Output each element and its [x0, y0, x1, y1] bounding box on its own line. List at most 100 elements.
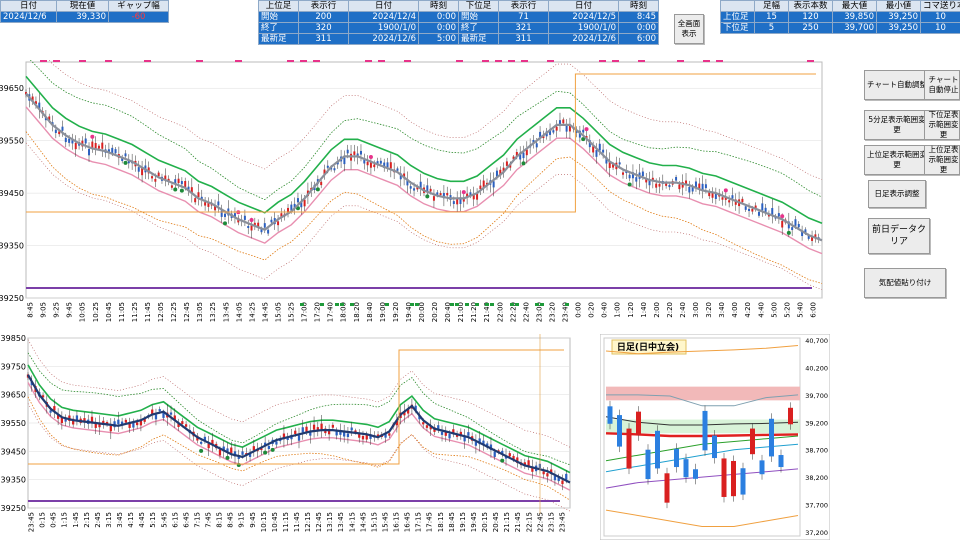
- candle: [369, 434, 372, 439]
- candle: [409, 186, 412, 189]
- x-tick-label: 1:00: [614, 302, 622, 318]
- candle: [290, 204, 293, 211]
- session-marker: [535, 303, 539, 306]
- candle: [365, 434, 368, 440]
- indicator-line: [605, 345, 799, 355]
- lower-start-time[interactable]: 8:45: [618, 11, 659, 23]
- candle: [226, 448, 229, 452]
- x-tick-label: 22:40: [522, 302, 530, 322]
- candle: [429, 188, 432, 192]
- upper-end-row[interactable]: 320: [298, 22, 349, 34]
- candle: [791, 227, 794, 231]
- upper-bar-width[interactable]: 15: [754, 11, 789, 23]
- lower-price-chart[interactable]: 3985039750396503955039450393503925023:45…: [0, 334, 600, 540]
- fullscreen-button[interactable]: 全画面表示: [674, 14, 704, 44]
- time-marker: [807, 60, 814, 62]
- upper-display-count[interactable]: 120: [788, 11, 833, 23]
- x-tick-label: 20:00: [418, 302, 426, 322]
- x-tick-label: 0:20: [588, 302, 596, 318]
- candle: [678, 184, 681, 190]
- upper-start-time[interactable]: 0:00: [418, 11, 459, 23]
- lower-start-row[interactable]: 71: [498, 11, 549, 23]
- upper-range-button[interactable]: 上位足表示範囲変更: [864, 145, 930, 175]
- upper-end-date[interactable]: 1900/1/0: [348, 22, 419, 34]
- x-tick-label: 17:45: [426, 512, 434, 532]
- candle: [512, 455, 515, 461]
- x-tick-label: 4:15: [127, 512, 135, 528]
- lower-end-time[interactable]: 0:00: [618, 22, 659, 34]
- order-book-paste-button[interactable]: 気配値貼り付け: [864, 268, 946, 298]
- candle: [98, 423, 101, 428]
- session-marker: [450, 303, 454, 306]
- candle: [748, 208, 751, 212]
- candle: [243, 215, 246, 220]
- time-marker: [105, 60, 112, 62]
- lower-bar-width[interactable]: 5: [754, 22, 789, 34]
- signal-dot: [199, 448, 204, 453]
- quote-table: 日付 現在値 ギャップ幅 2024/12/6 39,330 -60: [0, 0, 169, 23]
- candle: [395, 420, 398, 426]
- candle: [107, 149, 110, 153]
- y-tick-label: 39250: [0, 294, 24, 303]
- y-tick-label: 39,700: [805, 392, 828, 400]
- candle: [525, 149, 528, 156]
- candle: [532, 139, 535, 144]
- candle: [136, 422, 139, 426]
- candle: [474, 442, 478, 446]
- upper-start-row[interactable]: 200: [298, 11, 349, 23]
- candle: [177, 178, 180, 183]
- upper-step[interactable]: 10: [920, 11, 960, 23]
- resistance-zone: [606, 386, 800, 401]
- lower-end-date[interactable]: 1900/1/0: [548, 22, 619, 34]
- y-tick-label: 38,200: [805, 474, 828, 482]
- upper-row-label: 終了: [258, 22, 299, 34]
- summary-header: 最大値: [832, 0, 877, 12]
- upper-end-time[interactable]: 0:00: [418, 22, 459, 34]
- lower-step[interactable]: 10: [920, 22, 960, 34]
- daily-chart[interactable]: 40,700 40,200 39,700 39,200 38,700 38,200 37,7…: [600, 334, 830, 540]
- candle: [71, 140, 74, 144]
- candle: [527, 460, 530, 467]
- lower-range-button[interactable]: 下位足表示範囲変更: [924, 110, 960, 140]
- x-tick-label: 19:00: [379, 302, 387, 322]
- envelope-upper: [27, 339, 571, 448]
- summary-header: [720, 0, 755, 12]
- upper-range-button-2[interactable]: 上位足表示範囲変更: [924, 145, 960, 175]
- candle: [109, 425, 112, 432]
- signal-dot: [581, 137, 586, 142]
- x-tick-label: 17:15: [415, 512, 423, 532]
- candle: [343, 157, 346, 165]
- chart-auto-stop-button[interactable]: チャート自動停止: [924, 70, 960, 100]
- lower-start-date[interactable]: 2024/12/5: [548, 11, 619, 23]
- candle: [248, 453, 252, 457]
- candle: [25, 92, 27, 95]
- candle: [731, 460, 736, 497]
- session-marker: [300, 303, 304, 306]
- candle: [557, 476, 560, 482]
- prev-day-clear-button[interactable]: 前日データクリア: [868, 218, 930, 254]
- candle: [612, 164, 615, 168]
- daily-adjust-button[interactable]: 日足表示調整: [868, 180, 926, 208]
- signal-dot: [225, 455, 230, 460]
- x-tick-label: 20:15: [481, 512, 489, 532]
- time-marker: [482, 60, 489, 62]
- candle: [320, 181, 323, 186]
- lower-display-count[interactable]: 250: [788, 22, 833, 34]
- x-tick-label: 8:45: [227, 512, 235, 528]
- candle: [383, 162, 386, 169]
- lower-end-row[interactable]: 321: [498, 22, 549, 34]
- indicator-line: [606, 394, 799, 407]
- upper-start-date[interactable]: 2024/12/4: [348, 11, 419, 23]
- candle: [177, 422, 180, 427]
- candle: [267, 229, 270, 234]
- candle: [562, 119, 565, 124]
- x-tick-label: 11:05: [118, 302, 126, 322]
- candle: [444, 432, 447, 436]
- candle: [781, 220, 784, 228]
- candle: [164, 175, 167, 180]
- session-marker: [485, 303, 489, 306]
- x-tick-label: 15:45: [381, 512, 389, 532]
- five-min-range-button[interactable]: 5分足表示範囲変更: [864, 110, 930, 140]
- chart-auto-adjust-button[interactable]: チャート自動調整: [864, 70, 930, 100]
